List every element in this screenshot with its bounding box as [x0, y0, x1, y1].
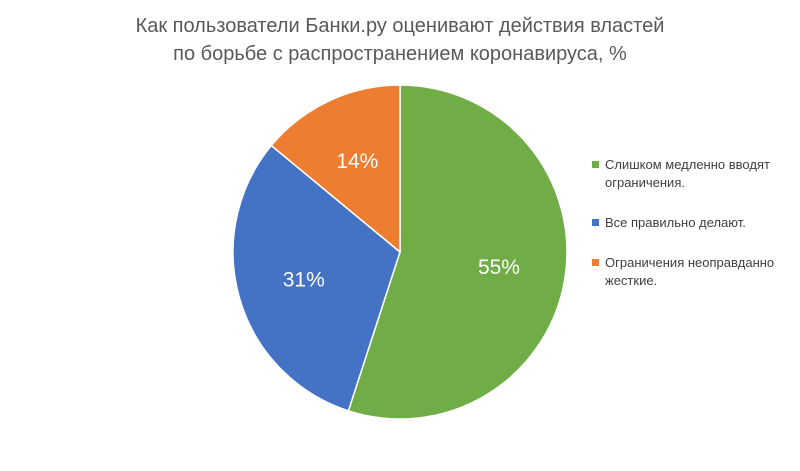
chart-title: Как пользователи Банки.ру оценивают дейс…: [0, 12, 800, 68]
legend: Слишком медленно вводят ограничения. Все…: [592, 156, 792, 312]
pie-slice-slow: [347, 84, 568, 420]
legend-swatch-harsh: [592, 259, 599, 266]
legend-item-slow: Слишком медленно вводят ограничения.: [592, 156, 792, 192]
legend-item-correct: Все правильно делают.: [592, 214, 792, 232]
legend-label-harsh: Ограничения неоправданно жесткие.: [605, 255, 775, 288]
legend-item-harsh: Ограничения неоправданно жесткие.: [592, 254, 792, 290]
pie-label-slow: 55%: [478, 256, 520, 279]
pie-slice-harsh: [270, 84, 401, 254]
chart-title-line-2: по борьбе с распространением коронавирус…: [173, 43, 627, 65]
legend-swatch-correct: [592, 219, 599, 226]
pie-label-correct: 31%: [283, 268, 325, 291]
legend-label-slow: Слишком медленно вводят ограничения.: [605, 157, 770, 190]
chart-title-line-1: Как пользователи Банки.ру оценивают дейс…: [135, 15, 665, 37]
legend-swatch-slow: [592, 161, 599, 168]
pie-label-harsh: 14%: [336, 150, 378, 173]
pie-slice-correct: [232, 144, 401, 412]
legend-label-correct: Все правильно делают.: [605, 215, 746, 230]
